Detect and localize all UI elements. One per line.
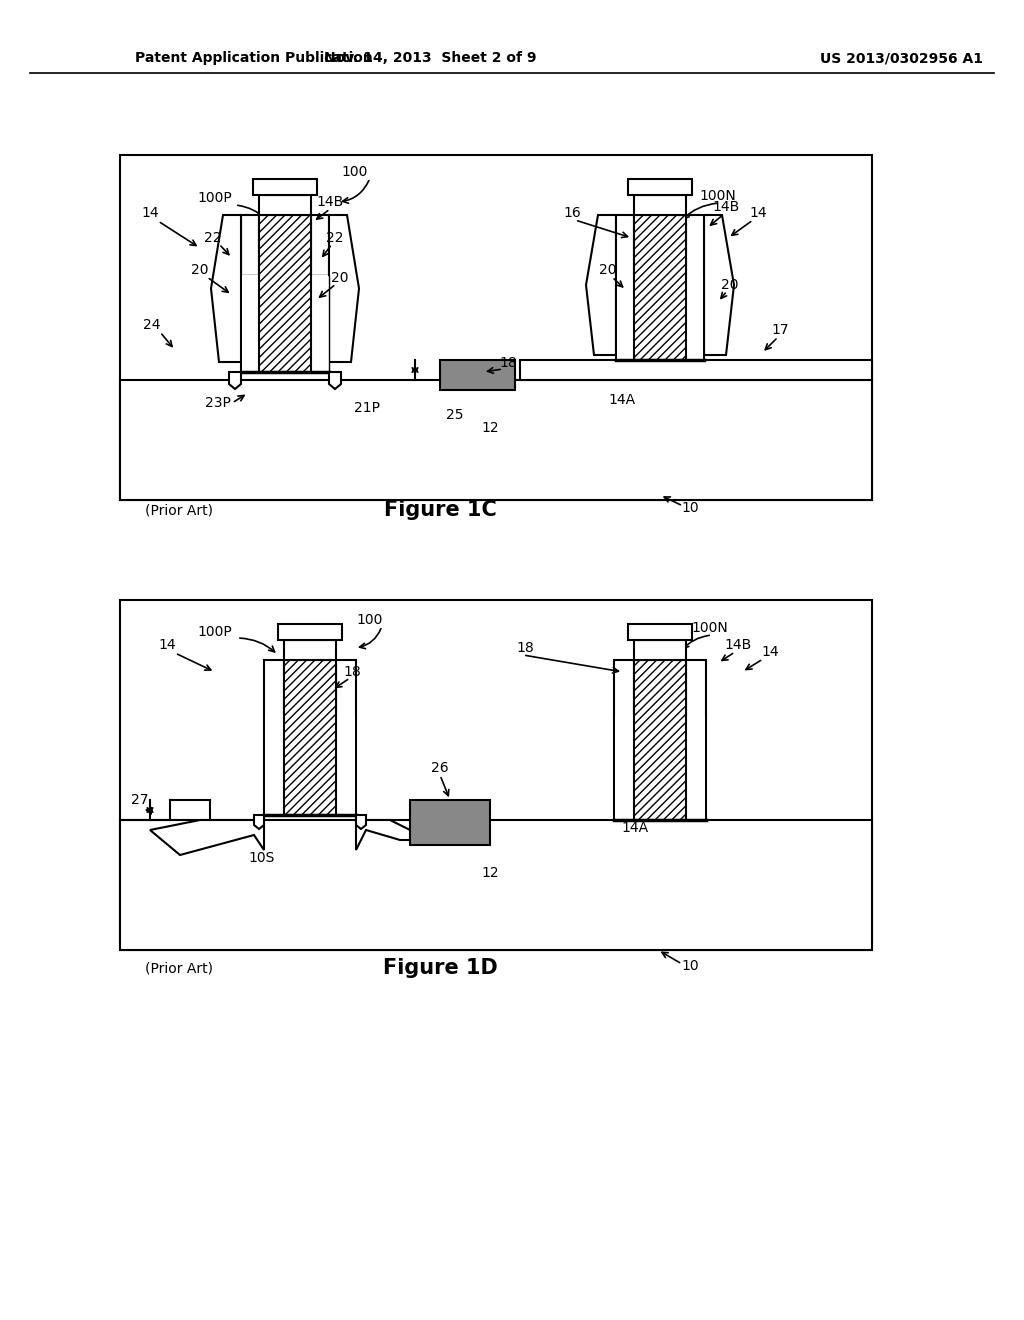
Bar [336,660,356,814]
Text: 17: 17 [771,323,788,337]
Text: 10: 10 [681,502,698,515]
Text: 12: 12 [481,866,499,880]
Polygon shape [211,215,241,362]
Text: US 2013/0302956 A1: US 2013/0302956 A1 [820,51,983,65]
Text: 24: 24 [143,318,161,333]
Text: 20: 20 [721,279,738,292]
Text: Figure 1D: Figure 1D [383,958,498,978]
Polygon shape [254,814,264,829]
Bar [617,275,633,360]
Bar [284,660,336,814]
Bar [520,360,872,380]
Bar [120,601,872,950]
Polygon shape [311,275,329,372]
Polygon shape [586,215,616,355]
Text: 10: 10 [681,960,698,973]
Text: 20: 20 [331,271,349,285]
Bar [410,800,490,845]
Text: 14A: 14A [622,821,648,836]
Bar [634,215,686,360]
Bar [614,660,634,820]
Bar [253,180,317,195]
Bar [241,215,259,372]
Text: 22: 22 [204,231,222,246]
Polygon shape [241,275,259,372]
Text: 14B: 14B [713,201,739,214]
Polygon shape [150,820,264,855]
Text: 14A: 14A [608,393,636,407]
Text: 27: 27 [131,793,148,807]
Bar [311,215,329,372]
Text: 100P: 100P [198,191,232,205]
Text: 16: 16 [563,206,581,220]
Text: (Prior Art): (Prior Art) [145,503,213,517]
Bar [284,640,336,660]
Text: 21P: 21P [354,401,380,414]
Bar [440,360,515,389]
Bar [628,180,692,195]
Text: 100N: 100N [691,620,728,635]
Bar [616,215,634,360]
Bar [265,715,283,814]
Text: 20: 20 [599,263,616,277]
Text: Figure 1C: Figure 1C [384,500,497,520]
Text: 26: 26 [431,762,449,775]
Bar [634,660,686,820]
Bar [628,624,692,640]
Bar [615,715,633,820]
Text: Nov. 14, 2013  Sheet 2 of 9: Nov. 14, 2013 Sheet 2 of 9 [324,51,537,65]
Text: 16: 16 [294,191,312,205]
Bar [686,660,706,820]
Text: 14B: 14B [724,638,752,652]
Text: 22: 22 [327,231,344,246]
Bar [264,660,284,814]
Bar [278,624,342,640]
Polygon shape [356,814,366,829]
Bar [259,195,311,215]
Text: 14: 14 [761,645,779,659]
Text: 18: 18 [516,642,534,655]
Text: 14: 14 [158,638,176,652]
Polygon shape [329,372,341,389]
Bar [242,275,258,372]
Text: 100: 100 [356,612,383,627]
Polygon shape [705,215,734,355]
Text: 23P: 23P [205,396,231,411]
Bar [337,715,355,814]
Text: 100P: 100P [198,624,232,639]
Polygon shape [329,215,359,362]
Text: 12: 12 [481,421,499,436]
Bar [312,275,328,372]
Polygon shape [229,372,241,389]
Text: 14B: 14B [304,636,332,649]
Bar [259,215,311,372]
Bar [120,380,872,500]
Bar [634,640,686,660]
Bar [686,215,705,360]
Text: 14B: 14B [316,195,344,209]
Polygon shape [356,820,430,850]
Bar [687,275,703,360]
Text: Patent Application Publication: Patent Application Publication [135,51,373,65]
Text: 25: 25 [446,408,464,422]
Text: 14: 14 [141,206,159,220]
Bar [120,154,872,500]
Bar [634,195,686,215]
Text: 18: 18 [499,356,517,370]
Text: 20: 20 [191,263,209,277]
Text: 100: 100 [342,165,369,180]
Text: 18: 18 [343,665,360,678]
Bar [120,820,872,950]
Text: 100N: 100N [699,189,736,203]
Text: 10S: 10S [249,851,275,865]
Bar [687,715,705,820]
Text: 14: 14 [750,206,767,220]
Text: (Prior Art): (Prior Art) [145,961,213,975]
